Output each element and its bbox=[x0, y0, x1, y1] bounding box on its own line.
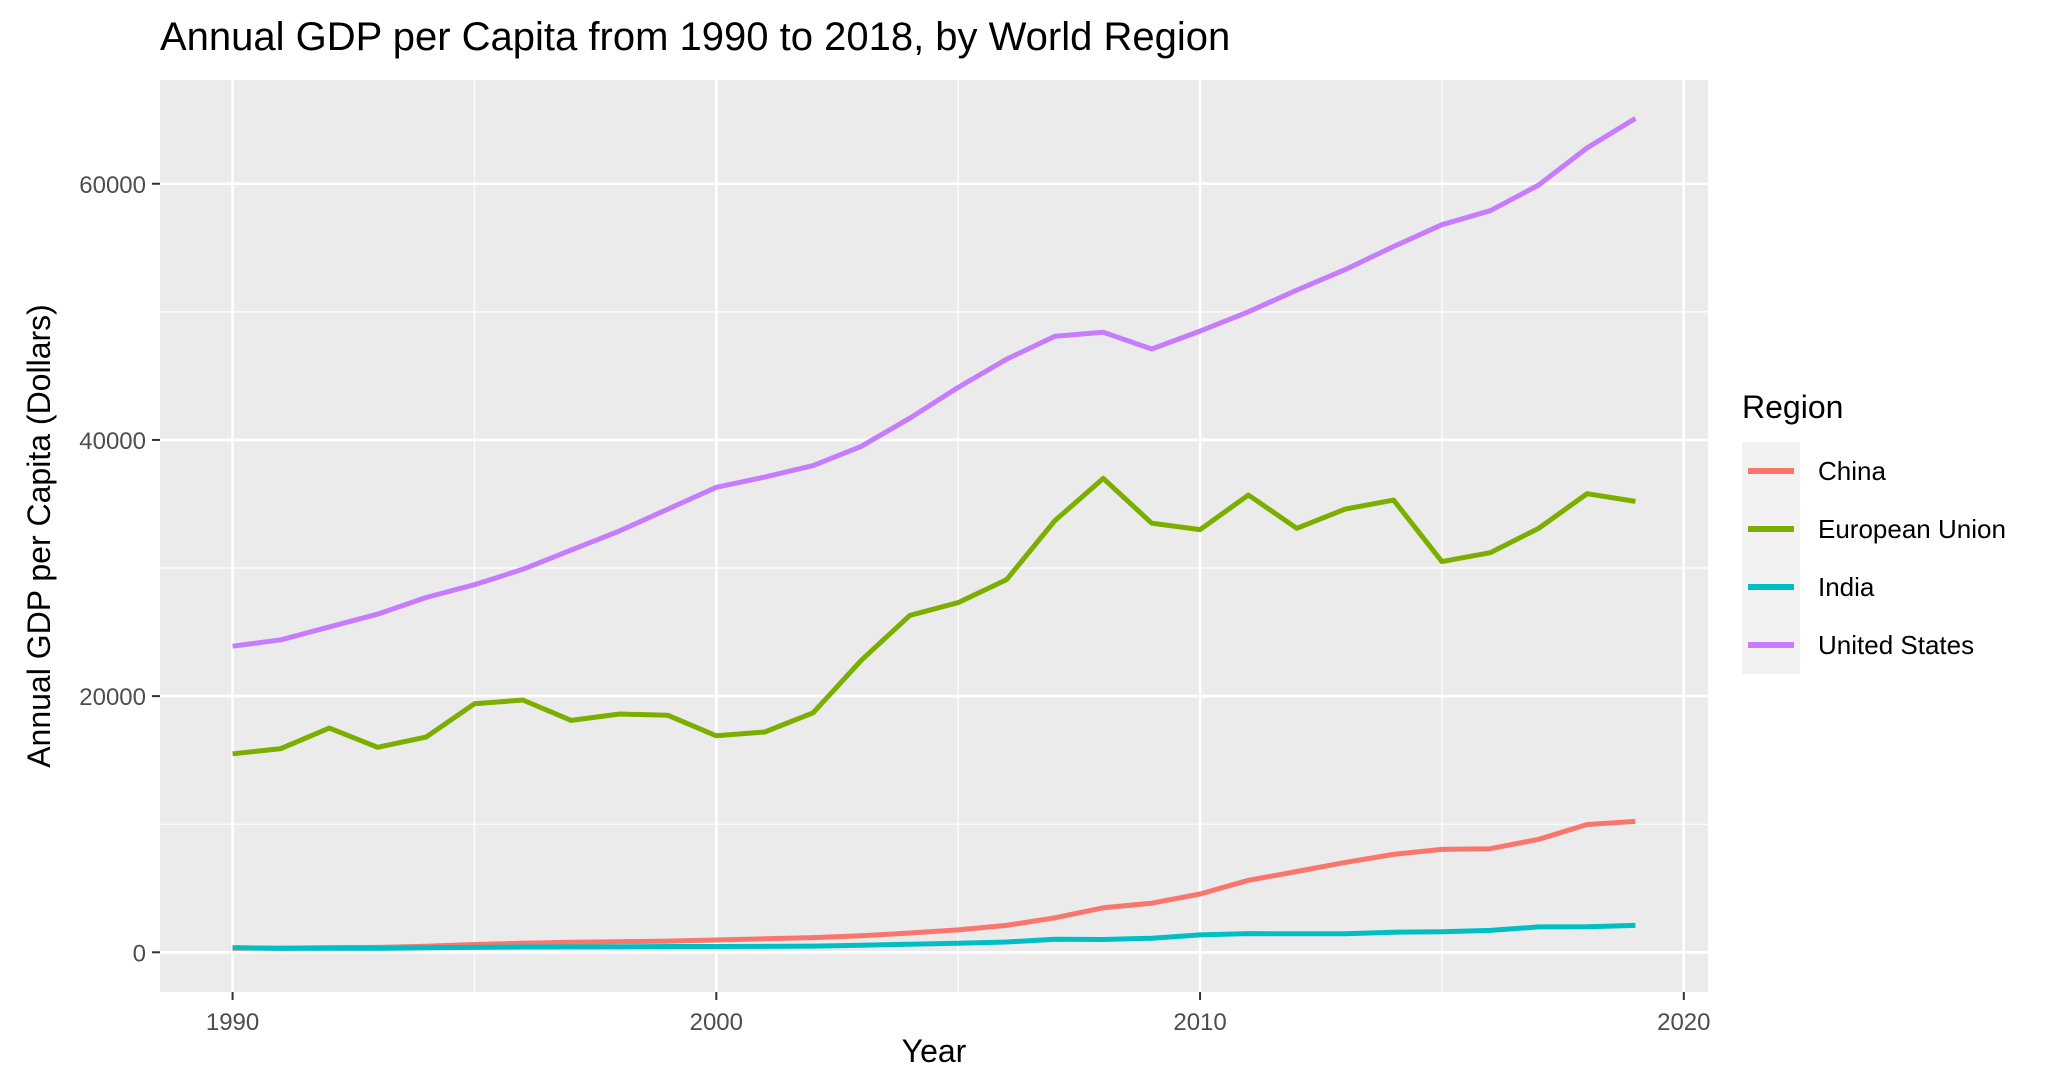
x-axis-title: Year bbox=[902, 1033, 967, 1069]
plot-panel bbox=[160, 80, 1708, 992]
legend-label: China bbox=[1818, 456, 1886, 486]
y-axis-title: Annual GDP per Capita (Dollars) bbox=[21, 304, 57, 768]
major-gridlines bbox=[160, 80, 1708, 992]
series-line-china bbox=[232, 818, 1636, 951]
x-tick-label: 1990 bbox=[206, 1009, 259, 1036]
legend-label: United States bbox=[1818, 630, 1974, 660]
legend-label: India bbox=[1818, 572, 1875, 602]
series-lines bbox=[232, 116, 1637, 951]
legend-label: European Union bbox=[1818, 514, 2006, 544]
series-line-united-states bbox=[232, 116, 1637, 649]
legend-item-united-states: United States bbox=[1748, 630, 1974, 660]
legend-item-india: India bbox=[1748, 572, 1875, 602]
y-tick-label: 40000 bbox=[79, 428, 146, 455]
x-tick-label: 2010 bbox=[1173, 1009, 1226, 1036]
plot-background bbox=[160, 80, 1708, 992]
legend-items: China European Union India United States bbox=[1748, 456, 2006, 660]
x-tick-label: 2000 bbox=[690, 1009, 743, 1036]
series-line-india bbox=[232, 922, 1636, 951]
legend-keys-background bbox=[1742, 442, 1800, 674]
legend: Region China European Union India United St… bbox=[1742, 389, 2006, 674]
x-tick-label: 2020 bbox=[1657, 1009, 1710, 1036]
y-tick-label: 20000 bbox=[79, 684, 146, 711]
series-line-european-union bbox=[232, 475, 1636, 757]
chart-title: Annual GDP per Capita from 1990 to 2018,… bbox=[160, 15, 1230, 59]
legend-item-european-union: European Union bbox=[1748, 514, 2006, 544]
legend-title: Region bbox=[1742, 389, 1843, 425]
legend-item-china: China bbox=[1748, 456, 1886, 486]
x-axis: 1990 2000 2010 2020 bbox=[206, 992, 1711, 1036]
y-tick-label: 0 bbox=[133, 940, 146, 967]
y-tick-label: 60000 bbox=[79, 172, 146, 199]
minor-gridlines bbox=[160, 80, 1708, 992]
y-axis: 0 20000 40000 60000 bbox=[79, 172, 160, 967]
